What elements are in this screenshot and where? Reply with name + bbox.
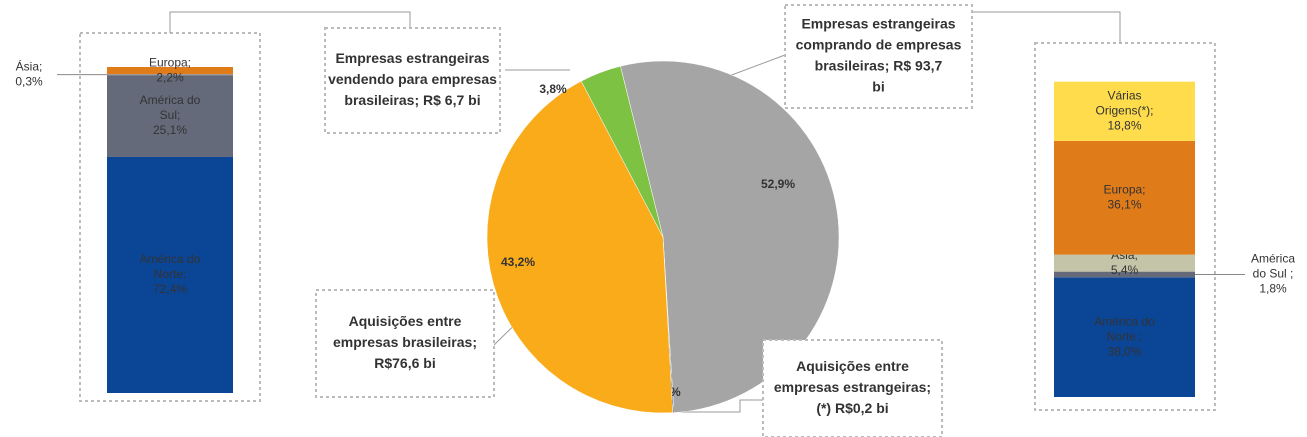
connector bbox=[169, 11, 411, 33]
category-label-line: Empresas estrangeiras bbox=[801, 16, 955, 32]
pie-slice bbox=[620, 60, 840, 413]
bar-segment bbox=[107, 75, 233, 157]
category-label: Aquisições entre empresas estrangeiras; (*… bbox=[774, 358, 931, 416]
category-box bbox=[762, 339, 943, 437]
category-label-line: Aquisições entre bbox=[349, 313, 462, 329]
bar-segment bbox=[107, 156, 233, 393]
category-label-line: brasileiras; R$ 93,7 bbox=[815, 58, 943, 74]
bar-segment bbox=[107, 74, 233, 76]
segment-label-line: Ásia; bbox=[16, 58, 43, 73]
category-label-line: Aquisições entre bbox=[796, 358, 909, 374]
segment-label: Europa;36,1% bbox=[1103, 182, 1145, 211]
segment-label-line: 2,2% bbox=[156, 70, 184, 84]
segment-label: Ásia;0,3% bbox=[15, 58, 43, 88]
segment-label: Europa;2,2% bbox=[149, 55, 191, 84]
category-label-line: vendendo para empresas bbox=[328, 71, 497, 87]
category-label: Aquisições entre empresas brasileiras; R$7… bbox=[333, 313, 477, 371]
slice-label: 3,8% bbox=[539, 82, 567, 96]
connector bbox=[668, 399, 763, 413]
category-label-line: brasileiras; R$ 6,7 bi bbox=[344, 92, 480, 108]
segment-label-line: 72,4% bbox=[153, 282, 187, 296]
segment-label-line: 25,1% bbox=[153, 123, 187, 137]
category-label-line: R$76,6 bi bbox=[374, 355, 435, 371]
segment-label-line: 5,4% bbox=[1111, 263, 1139, 277]
segment-label-line: do Sul ; bbox=[1253, 267, 1294, 281]
category-label: Empresas estrangeiras vendendo para empre… bbox=[328, 50, 497, 108]
segment-label-line: 18,8% bbox=[1107, 118, 1141, 132]
bar-segment bbox=[1054, 81, 1195, 141]
segment-label-line: Sul; bbox=[160, 108, 181, 122]
bar-segment bbox=[1054, 140, 1195, 255]
bar-segment bbox=[1054, 277, 1195, 397]
segment-label-line: América do bbox=[140, 252, 201, 266]
slice-label: 52,9% bbox=[761, 177, 795, 191]
category-label-line: (*) R$0,2 bi bbox=[816, 400, 888, 416]
segment-label-line: Várias bbox=[1107, 88, 1141, 102]
segment-label-line: América do bbox=[140, 93, 201, 107]
connector bbox=[972, 11, 1121, 43]
bar-segment bbox=[1054, 254, 1195, 272]
segment-label-line: 36,1% bbox=[1107, 197, 1141, 211]
segment-label-line: Norte ; bbox=[1106, 329, 1142, 343]
bar-segment bbox=[1054, 271, 1195, 278]
category-label-line: Empresas estrangeiras bbox=[335, 50, 489, 66]
segment-label-line: 1,8% bbox=[1259, 282, 1287, 296]
bar-segment bbox=[107, 67, 233, 75]
segment-label-line: Europa; bbox=[1103, 182, 1145, 196]
pie-slice bbox=[580, 65, 664, 238]
category-box bbox=[315, 289, 495, 398]
category-label-line: bi bbox=[872, 79, 884, 95]
segment-label-line: América bbox=[1251, 252, 1295, 266]
slice-label: 43,2% bbox=[501, 255, 535, 269]
category-label-line: empresas estrangeiras; bbox=[774, 379, 931, 395]
segment-label-line: 0,3% bbox=[15, 74, 43, 88]
category-label-line: comprando de empresas bbox=[796, 37, 962, 53]
category-label-line: empresas brasileiras; bbox=[333, 334, 477, 350]
category-box bbox=[784, 4, 973, 109]
pie-slice bbox=[486, 80, 674, 414]
category-label: Empresas estrangeiras comprando de empres… bbox=[796, 16, 962, 95]
segment-label-line: Europa; bbox=[149, 55, 191, 69]
segment-label-line: Norte; bbox=[154, 267, 187, 281]
segment-label-line: América do bbox=[1094, 314, 1155, 328]
segment-label-line: Origens(*); bbox=[1095, 103, 1153, 117]
category-box bbox=[324, 27, 501, 134]
segment-label-line: 38,0% bbox=[1107, 344, 1141, 358]
